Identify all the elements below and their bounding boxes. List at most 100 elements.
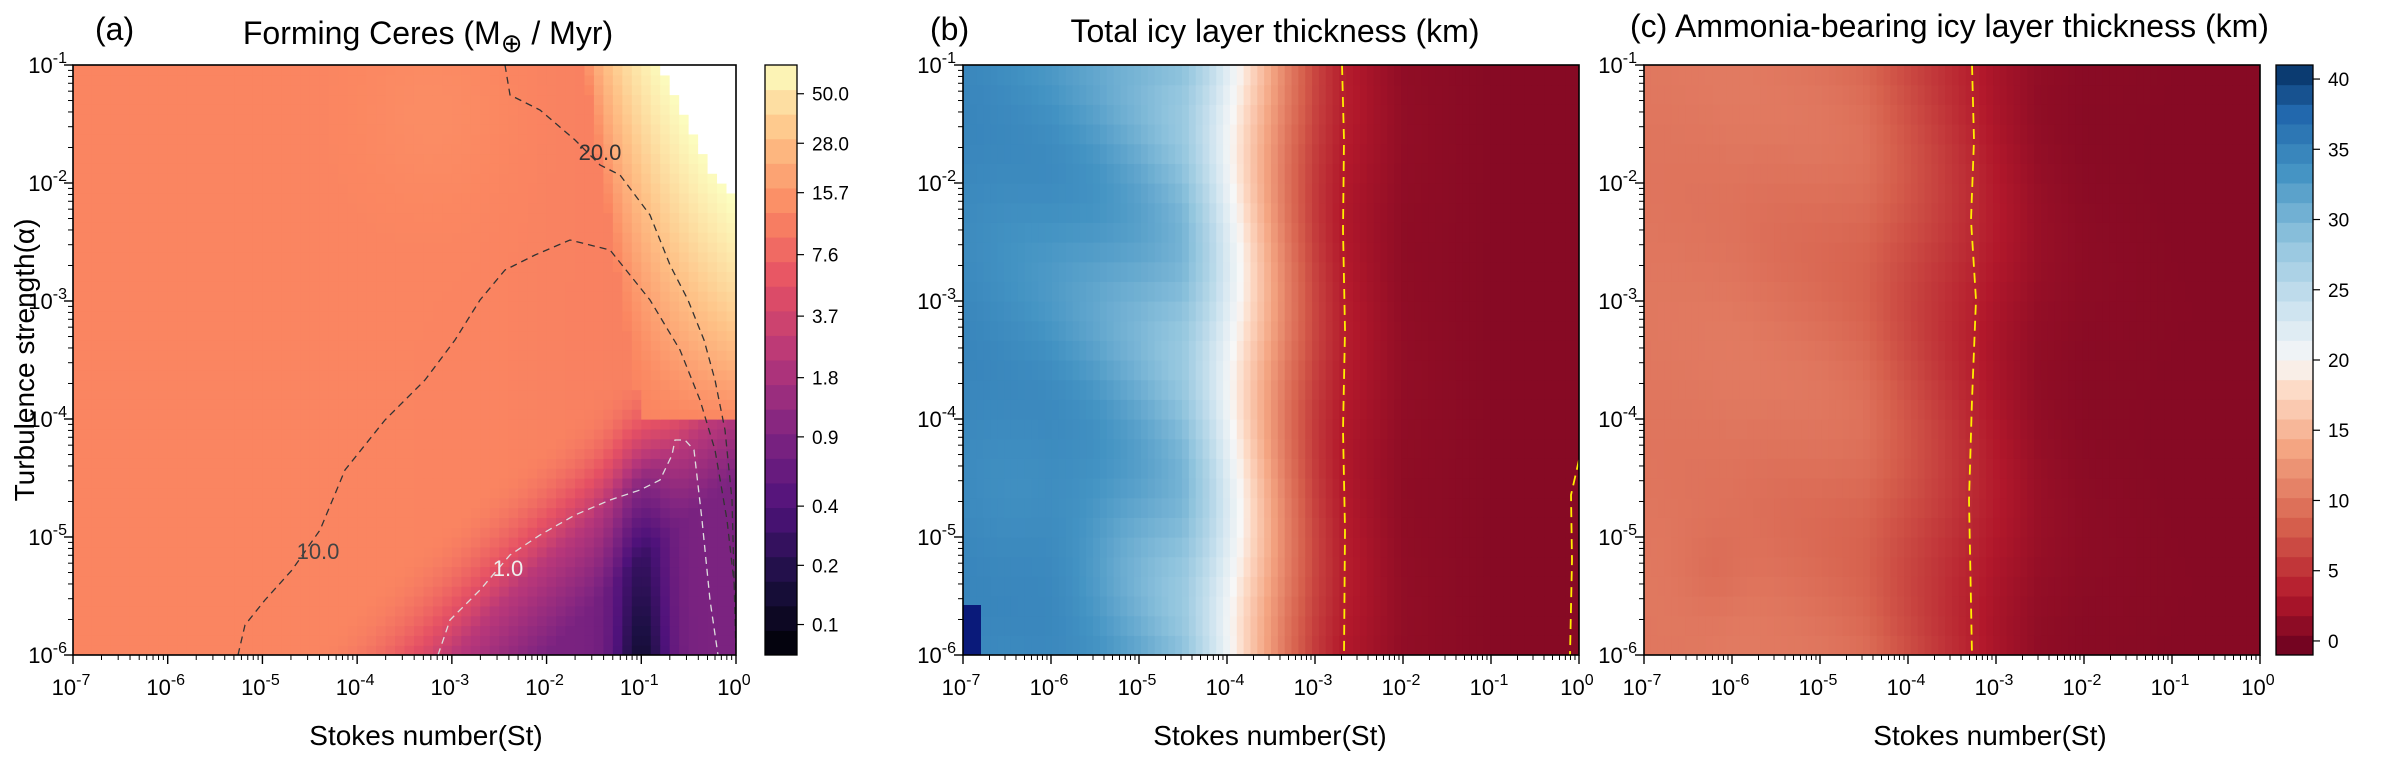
heatmap-cell [1250, 576, 1258, 597]
heatmap-cell [669, 497, 680, 509]
heatmap-cell [158, 438, 169, 450]
heatmap-cell [167, 487, 178, 499]
heatmap-cell [328, 448, 339, 459]
heatmap-cell [167, 645, 178, 655]
heatmap-cell [584, 576, 595, 587]
heatmap-cell [546, 281, 557, 292]
heatmap-cell [1223, 576, 1231, 597]
heatmap-cell [688, 428, 699, 440]
heatmap-cell [1517, 615, 1525, 636]
heatmap-cell [215, 369, 226, 381]
heatmap-cell [451, 133, 462, 145]
heatmap-cell [347, 192, 358, 204]
heatmap-cell [186, 468, 197, 479]
heatmap-cell [451, 389, 462, 400]
heatmap-cell [1435, 537, 1443, 558]
heatmap-cell [518, 596, 529, 607]
heatmap-cell [556, 409, 567, 420]
heatmap-cell [537, 379, 548, 391]
heatmap-cell [395, 428, 406, 440]
heatmap-cell [328, 183, 339, 194]
heatmap-cell [357, 124, 368, 135]
heatmap-cell [234, 527, 245, 538]
heatmap-cell [91, 124, 103, 135]
heatmap-cell [300, 114, 311, 125]
heatmap-cell [726, 615, 736, 627]
heatmap-cell [234, 448, 245, 459]
heatmap-cell [726, 419, 736, 430]
heatmap-cell [1250, 596, 1258, 617]
heatmap-cell [631, 527, 642, 538]
x-tick-label: 10-7 [52, 672, 91, 700]
heatmap-cell [224, 320, 235, 332]
heatmap-cell [622, 546, 633, 558]
heatmap-cell [385, 507, 396, 518]
heatmap-cell [679, 625, 690, 636]
heatmap-cell [196, 379, 207, 391]
heatmap-cell [224, 399, 235, 410]
colorbar-band [765, 187, 797, 213]
heatmap-cell [717, 576, 728, 587]
heatmap-cell [328, 192, 339, 204]
heatmap-cell [1195, 537, 1204, 558]
heatmap-cell [290, 379, 301, 391]
heatmap-cell [1284, 635, 1293, 655]
heatmap-cell [461, 527, 472, 538]
heatmap-cell [518, 84, 529, 96]
heatmap-cell [1366, 615, 1375, 636]
heatmap-cell [584, 251, 595, 263]
heatmap-cell [432, 65, 443, 76]
panel-a-title: Forming Ceres (M⊕ / Myr) [243, 15, 613, 58]
heatmap-cell [423, 546, 434, 558]
heatmap-cell [1175, 635, 1183, 655]
heatmap-cell [177, 389, 188, 400]
heatmap-cell [82, 566, 93, 577]
heatmap-cell [395, 163, 406, 174]
heatmap-cell [726, 379, 736, 391]
heatmap-cell [338, 369, 349, 381]
heatmap-cell [243, 428, 254, 440]
heatmap-cell [252, 320, 264, 332]
heatmap-cell [120, 566, 131, 577]
heatmap-cell [404, 65, 415, 76]
heatmap-cell [1147, 596, 1156, 617]
heatmap-cell [461, 133, 472, 145]
heatmap-cell [215, 546, 226, 558]
heatmap-cell [281, 163, 292, 174]
heatmap-cell [527, 605, 538, 617]
heatmap-cell [101, 389, 112, 400]
heatmap-cell [698, 566, 709, 577]
heatmap-cell [423, 419, 434, 430]
heatmap-cell [82, 183, 93, 194]
heatmap-cell [518, 625, 529, 636]
heatmap-cell [1271, 615, 1279, 636]
heatmap-cell [631, 271, 642, 282]
heatmap-cell [669, 399, 680, 410]
heatmap-cell [186, 114, 197, 125]
heatmap-cell [1147, 517, 1156, 538]
heatmap-cell [413, 320, 425, 332]
heatmap-cell [338, 94, 349, 105]
heatmap-cell [574, 625, 586, 636]
heatmap-cell [546, 497, 557, 509]
heatmap-cell [404, 596, 415, 607]
heatmap-cell [631, 566, 642, 577]
heatmap-cell [101, 438, 112, 450]
heatmap-cell [186, 173, 197, 184]
heatmap-cell [281, 458, 292, 469]
heatmap-cell [120, 448, 131, 459]
heatmap-cell [101, 615, 112, 627]
heatmap-cell [281, 586, 292, 597]
heatmap-cell [376, 458, 387, 469]
heatmap-cell [110, 192, 121, 204]
heatmap-cell [224, 625, 235, 636]
heatmap-cell [1188, 635, 1197, 655]
heatmap-cell [395, 497, 406, 509]
heatmap-cell [1127, 556, 1135, 577]
heatmap-cell [139, 448, 150, 459]
heatmap-cell [508, 468, 519, 479]
heatmap-cell [1312, 615, 1320, 636]
y-tick-base: 10 [28, 171, 52, 196]
heatmap-cell [423, 301, 434, 312]
heatmap-cell [1298, 576, 1306, 597]
